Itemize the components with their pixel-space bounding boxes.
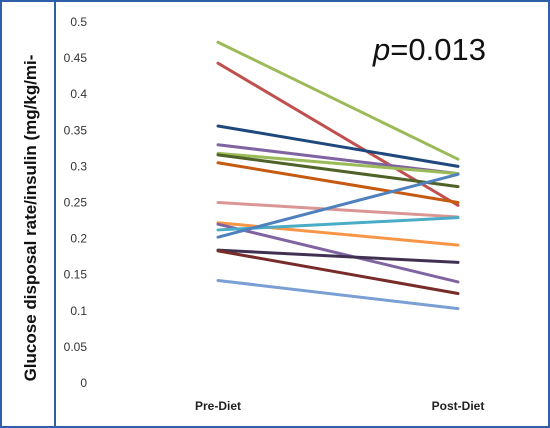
y-axis-ticks: 0 0.05 0.1 0.15 0.2 0.25 0.3 0.35 0.4 0.45 0.5 [64,15,88,390]
y-tick-label: 0.45 [64,51,88,65]
series-line [216,161,460,204]
y-tick-label: 0.1 [70,304,87,318]
y-tick-label: 0.3 [70,159,87,173]
series-line [216,40,460,161]
y-tick-label: 0.15 [64,268,88,282]
series-line [216,248,460,264]
y-tick-label: 0.2 [70,232,87,246]
p-symbol: p [372,32,390,67]
y-tick-label: 0.25 [64,196,88,210]
series-line [216,172,460,239]
y-tick-label: 0.4 [70,87,87,101]
x-axis-labels: Pre-Diet Post-Diet [195,399,484,413]
series-line [216,201,460,219]
series-line [216,278,460,311]
p-value-annotation: p=0.013 [372,32,486,67]
y-tick-label: 0.35 [64,123,88,137]
p-value-number: =0.013 [390,32,486,67]
x-category-label: Pre-Diet [195,399,241,413]
series-line [216,222,460,284]
series-line [216,153,460,189]
series-line [216,151,460,176]
series-line [216,249,460,295]
y-tick-label: 0.5 [70,15,87,29]
y-tick-label: 0.05 [64,340,88,354]
y-axis-label: Glucose disposal rate/insulin (mg/kg/mi- [21,55,40,382]
series-lines [216,40,460,311]
y-tick-label: 0 [80,376,87,390]
x-category-label: Post-Diet [432,399,485,413]
series-line [216,124,460,168]
